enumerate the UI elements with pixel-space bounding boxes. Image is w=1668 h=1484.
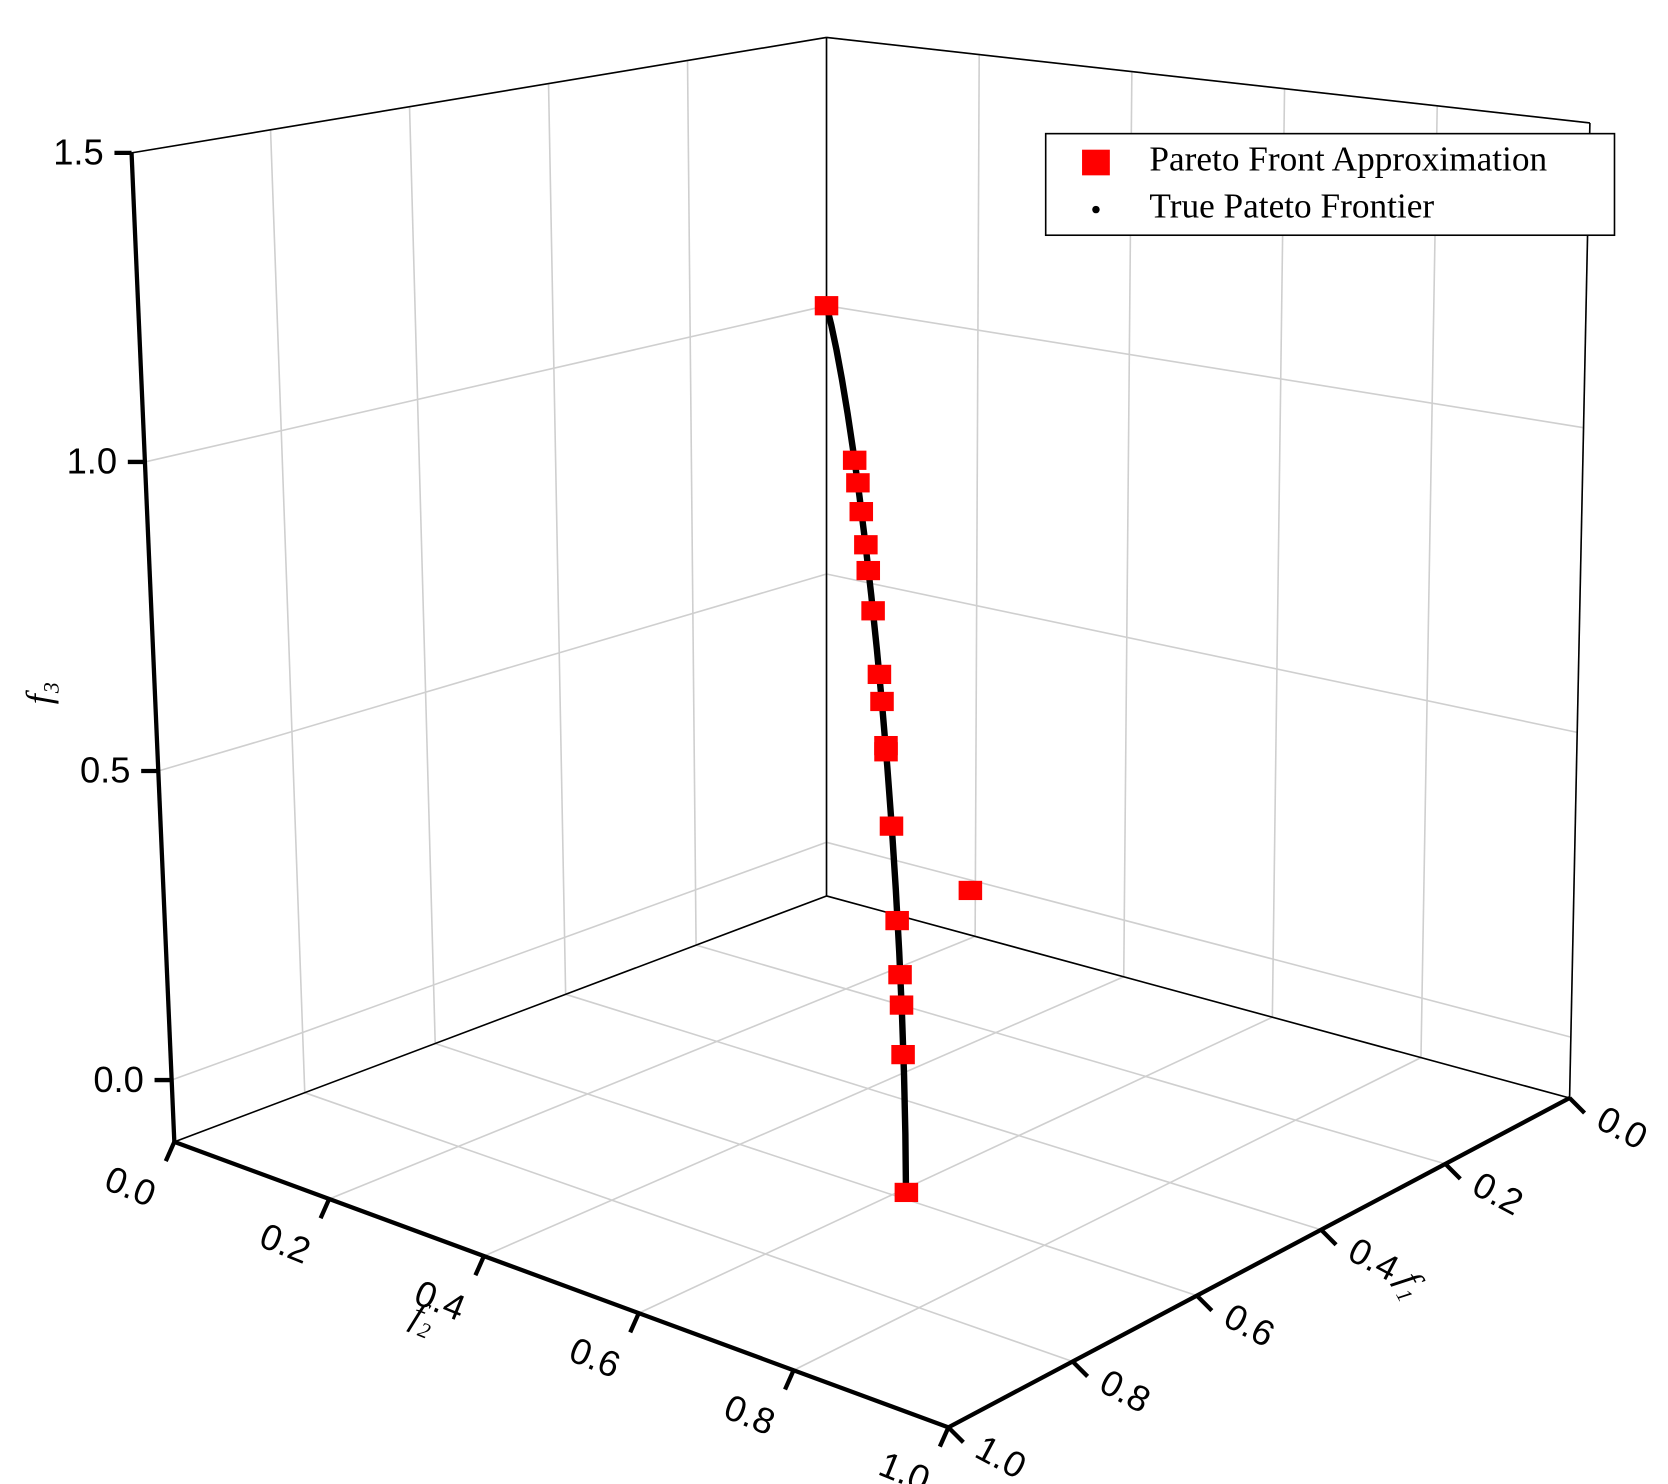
- z-tick-label: 0.0: [93, 1059, 144, 1100]
- x-tick-label: 0.6: [1218, 1295, 1282, 1355]
- data-point: [856, 560, 881, 581]
- grid-line: [695, 944, 1446, 1165]
- legend-box: [1044, 132, 1616, 237]
- x-tick-label: 1.0: [969, 1427, 1033, 1484]
- data-point: [870, 691, 894, 712]
- grid-line: [171, 841, 827, 1081]
- x-axis-title: f₁: [1389, 1265, 1435, 1304]
- data-point: [861, 601, 885, 621]
- y-tick: [473, 1255, 486, 1277]
- x-axis: [947, 1096, 1571, 1430]
- data-point: [854, 535, 878, 555]
- data-point: [842, 450, 867, 470]
- grid-line: [826, 841, 1572, 1038]
- x-tick: [1568, 1096, 1587, 1115]
- legend-label: Pareto Front Approximation: [1149, 140, 1547, 179]
- x-tick-label: 0.2: [1466, 1163, 1530, 1223]
- x-tick: [1195, 1294, 1214, 1313]
- grid-line: [483, 976, 1125, 1257]
- box-edge: [174, 895, 827, 1143]
- x-tick-label: 0.8: [1093, 1361, 1157, 1421]
- box-edge: [131, 36, 827, 154]
- y-tick: [937, 1426, 951, 1448]
- data-point: [846, 473, 870, 493]
- grid-line: [974, 54, 980, 937]
- data-point: [814, 296, 839, 316]
- data-point: [885, 910, 909, 931]
- data-point: [888, 965, 912, 985]
- grid-line: [1420, 105, 1439, 1058]
- grid-line: [328, 935, 976, 1200]
- grid-line: [826, 304, 1584, 429]
- z-tick-label: 1.0: [67, 441, 118, 482]
- box-edge: [826, 36, 1590, 124]
- data-point: [889, 995, 914, 1015]
- legend-marker: [1082, 149, 1110, 176]
- x-tick: [1319, 1228, 1338, 1247]
- grid-line: [793, 1056, 1422, 1371]
- x-tick: [946, 1425, 965, 1444]
- data-point: [849, 502, 874, 522]
- grid-line: [434, 1042, 1198, 1297]
- legend-marker: [1092, 205, 1100, 214]
- x-tick: [1071, 1359, 1090, 1378]
- grid-line: [304, 1091, 1073, 1363]
- data-point: [894, 1182, 919, 1203]
- box-edge: [826, 895, 1570, 1099]
- box-edge: [1568, 122, 1591, 1099]
- grid-line: [547, 83, 567, 995]
- grid-line: [565, 993, 1322, 1231]
- y-axis: [173, 1139, 950, 1430]
- z-axis: [129, 152, 177, 1142]
- x-tick: [1443, 1162, 1462, 1181]
- legend-label: True Pateto Frontier: [1149, 187, 1434, 226]
- y-tick-label: 1.0: [873, 1443, 935, 1484]
- y-tick-label: 0.0: [99, 1158, 161, 1215]
- data-point: [958, 880, 983, 901]
- data-point: [867, 664, 892, 685]
- data-point: [891, 1044, 915, 1065]
- grid-line: [826, 573, 1578, 734]
- x-tick-label: 0.0: [1590, 1098, 1654, 1158]
- y-tick: [318, 1198, 332, 1220]
- data-point: [874, 742, 898, 762]
- grid-line: [269, 129, 306, 1093]
- y-tick-label: 0.6: [564, 1329, 626, 1386]
- y-tick-label: 0.2: [254, 1215, 316, 1272]
- grid-line: [408, 106, 437, 1044]
- grid-line: [686, 60, 697, 946]
- grid-line: [638, 1016, 1273, 1314]
- grid-line: [144, 304, 827, 463]
- y-tick: [628, 1312, 641, 1334]
- grid-line: [1271, 88, 1286, 1018]
- grid-line: [158, 573, 827, 772]
- y-tick: [163, 1140, 177, 1162]
- z-axis-title: f₃: [19, 681, 59, 704]
- y-tick-label: 0.8: [719, 1386, 781, 1443]
- y-tick: [783, 1369, 796, 1391]
- z-tick-label: 1.5: [53, 132, 104, 173]
- z-tick-label: 0.5: [80, 750, 131, 791]
- data-point: [879, 816, 904, 836]
